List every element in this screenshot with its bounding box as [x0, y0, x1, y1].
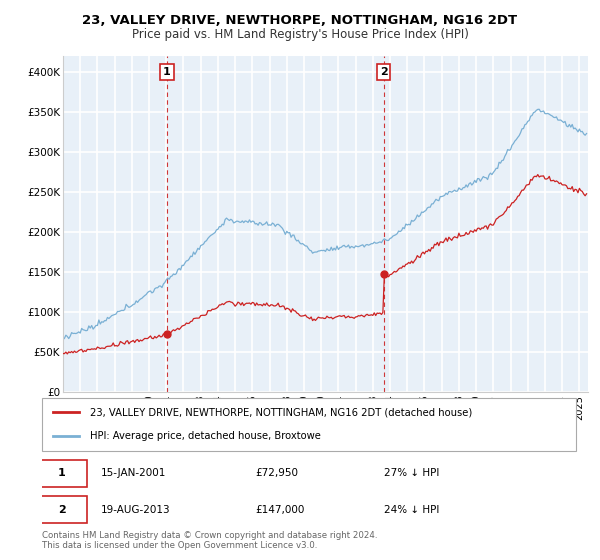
Text: 1: 1	[163, 67, 171, 77]
Text: £72,950: £72,950	[256, 468, 299, 478]
Text: 27% ↓ HPI: 27% ↓ HPI	[384, 468, 439, 478]
Text: HPI: Average price, detached house, Broxtowe: HPI: Average price, detached house, Brox…	[90, 431, 321, 441]
FancyBboxPatch shape	[37, 496, 88, 523]
Text: 2: 2	[380, 67, 388, 77]
Text: Contains HM Land Registry data © Crown copyright and database right 2024.
This d: Contains HM Land Registry data © Crown c…	[42, 531, 377, 550]
Text: 15-JAN-2001: 15-JAN-2001	[101, 468, 166, 478]
Text: 1: 1	[58, 468, 65, 478]
FancyBboxPatch shape	[42, 398, 576, 451]
Text: 19-AUG-2013: 19-AUG-2013	[101, 505, 170, 515]
Text: Price paid vs. HM Land Registry's House Price Index (HPI): Price paid vs. HM Land Registry's House …	[131, 28, 469, 41]
Text: £147,000: £147,000	[256, 505, 305, 515]
Text: 2: 2	[58, 505, 65, 515]
FancyBboxPatch shape	[37, 460, 88, 487]
Text: 23, VALLEY DRIVE, NEWTHORPE, NOTTINGHAM, NG16 2DT: 23, VALLEY DRIVE, NEWTHORPE, NOTTINGHAM,…	[82, 14, 518, 27]
Text: 23, VALLEY DRIVE, NEWTHORPE, NOTTINGHAM, NG16 2DT (detached house): 23, VALLEY DRIVE, NEWTHORPE, NOTTINGHAM,…	[90, 408, 472, 418]
Text: 24% ↓ HPI: 24% ↓ HPI	[384, 505, 439, 515]
